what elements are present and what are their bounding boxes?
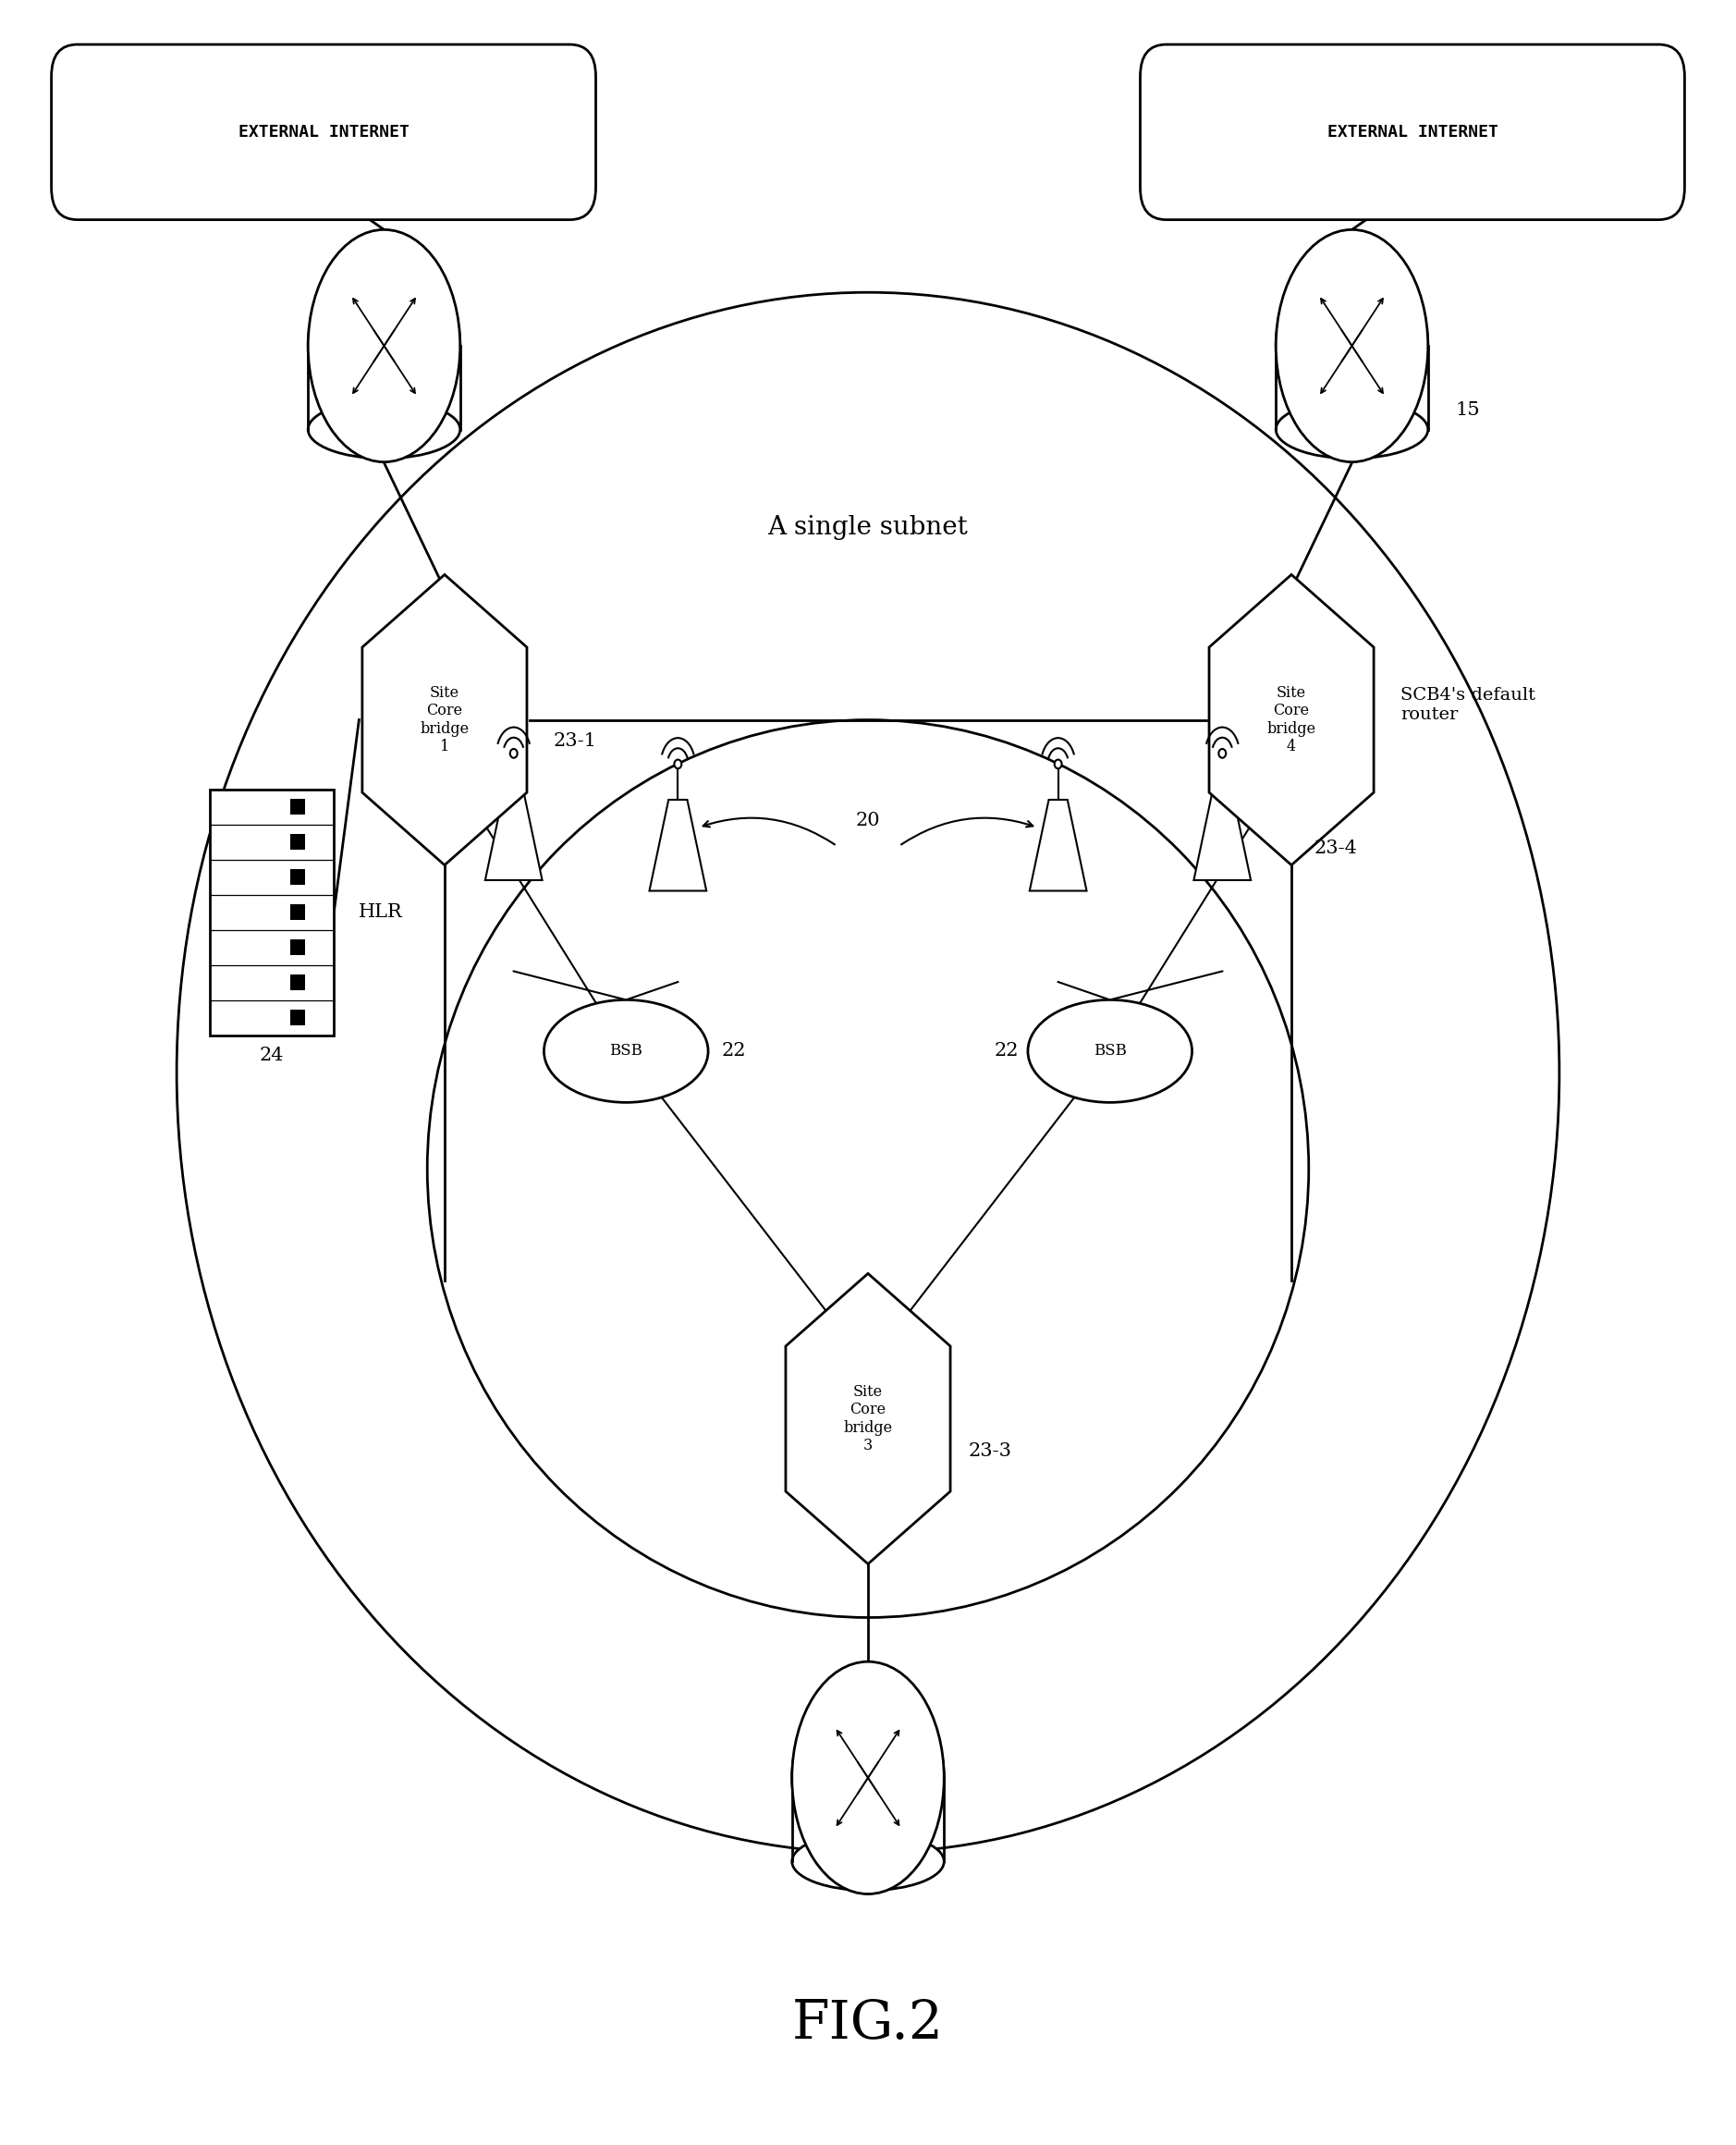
Bar xyxy=(290,974,306,991)
Ellipse shape xyxy=(1028,1000,1193,1103)
Polygon shape xyxy=(1194,789,1252,879)
Text: Site
Core
bridge
1: Site Core bridge 1 xyxy=(420,684,469,755)
Circle shape xyxy=(1219,749,1226,757)
Bar xyxy=(290,905,306,920)
Text: SCB4's default
router: SCB4's default router xyxy=(1401,686,1535,723)
Text: Site
Core
bridge
4: Site Core bridge 4 xyxy=(1267,684,1316,755)
Circle shape xyxy=(307,251,460,440)
Ellipse shape xyxy=(1276,230,1429,461)
Text: 23-4: 23-4 xyxy=(1314,839,1358,856)
Polygon shape xyxy=(1029,800,1087,890)
Polygon shape xyxy=(363,575,528,864)
Bar xyxy=(290,869,306,886)
Polygon shape xyxy=(786,1274,950,1564)
FancyBboxPatch shape xyxy=(52,45,595,219)
Circle shape xyxy=(1276,251,1429,440)
Polygon shape xyxy=(649,800,707,890)
Text: 15: 15 xyxy=(1455,401,1481,418)
Text: EXTERNAL INTERNET: EXTERNAL INTERNET xyxy=(238,124,410,139)
Bar xyxy=(290,1010,306,1025)
FancyBboxPatch shape xyxy=(1141,45,1684,219)
Bar xyxy=(210,789,333,1036)
Text: 23-1: 23-1 xyxy=(554,731,597,751)
Ellipse shape xyxy=(307,230,460,461)
Ellipse shape xyxy=(792,1832,944,1890)
Text: 23-3: 23-3 xyxy=(969,1441,1012,1459)
Circle shape xyxy=(510,749,517,757)
Ellipse shape xyxy=(427,721,1309,1617)
Text: FIG.2: FIG.2 xyxy=(792,1997,944,2048)
Bar xyxy=(290,798,306,815)
Circle shape xyxy=(792,1684,944,1873)
Text: A single subnet: A single subnet xyxy=(767,515,969,541)
Text: 24: 24 xyxy=(259,1047,285,1064)
Circle shape xyxy=(674,759,682,768)
Ellipse shape xyxy=(177,292,1559,1853)
Ellipse shape xyxy=(307,401,460,459)
Bar xyxy=(290,834,306,849)
Text: 20: 20 xyxy=(856,811,880,830)
Bar xyxy=(290,940,306,955)
Polygon shape xyxy=(484,789,542,879)
Ellipse shape xyxy=(543,1000,708,1103)
Ellipse shape xyxy=(1276,401,1429,459)
Text: BSB: BSB xyxy=(609,1042,642,1060)
Text: BSB: BSB xyxy=(1094,1042,1127,1060)
Text: EXTERNAL INTERNET: EXTERNAL INTERNET xyxy=(1326,124,1498,139)
Text: Site
Core
bridge
3: Site Core bridge 3 xyxy=(844,1384,892,1454)
Circle shape xyxy=(1054,759,1062,768)
Text: HLR: HLR xyxy=(358,903,403,920)
Ellipse shape xyxy=(792,1662,944,1894)
Polygon shape xyxy=(1208,575,1373,864)
Text: 22: 22 xyxy=(995,1042,1019,1060)
Text: 22: 22 xyxy=(720,1042,745,1060)
